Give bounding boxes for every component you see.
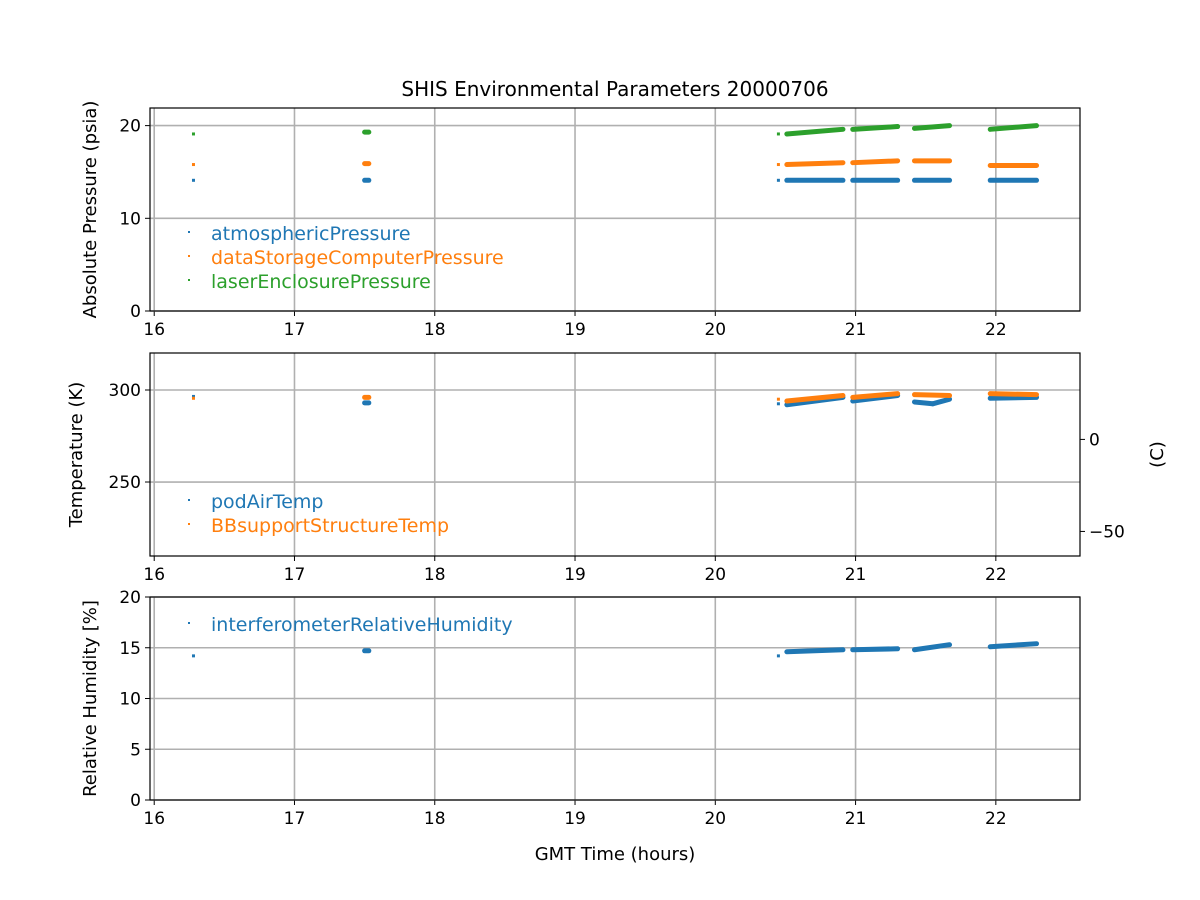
x-tick-label: 16 (143, 320, 165, 340)
data-segment-BBsupportStructureTemp (911, 392, 953, 399)
data-segment-dataStorageComputerPressure (850, 158, 901, 166)
x-tick-label: 22 (985, 320, 1007, 340)
x-tick-label: 21 (845, 809, 867, 829)
data-segment-interferometerRelativeHumidity (987, 641, 1040, 650)
legend-label-BBsupportStructureTemp: BBsupportStructureTemp (211, 515, 449, 537)
legend-marker-laserEnclosurePressure (188, 279, 190, 281)
x-tick-label: 22 (985, 565, 1007, 585)
legend-marker-podAirTemp (188, 499, 190, 501)
y2-tick-label: 0 (1089, 430, 1100, 450)
legend-label-interferometerRelativeHumidity: interferometerRelativeHumidity (211, 614, 513, 636)
y-tick-label: 10 (119, 690, 141, 710)
x-tick-label: 20 (704, 320, 726, 340)
x-tick-label: 18 (424, 565, 446, 585)
y2-tick-label: −50 (1089, 522, 1125, 542)
panel-2: 16 17 18 19 20 21 22 250 300 podAirTempBBsupportS… (66, 352, 1168, 585)
data-segment-BBsupportStructureTemp (850, 391, 901, 400)
legend-marker-dataStorageComputerPressure (188, 255, 190, 257)
y-tick-label: 5 (130, 740, 141, 760)
y-axis-label: Relative Humidity [%] (80, 600, 101, 797)
x-tick-label: 20 (704, 565, 726, 585)
x-tick-label: 22 (985, 809, 1007, 829)
data-segment-laserEnclosurePressure (850, 124, 901, 132)
data-segment-dataStorageComputerPressure (784, 160, 846, 168)
x-tick-label: 19 (564, 565, 586, 585)
legend-label-dataStorageComputerPressure: dataStorageComputerPressure (211, 247, 504, 269)
axes-frame (149, 107, 1081, 312)
panel-1: 16 17 18 19 20 21 22 0 10 20 atmosphericPressureda… (80, 101, 1081, 340)
legend-label-atmosphericPressure: atmosphericPressure (211, 223, 411, 245)
x-tick-label: 18 (424, 320, 446, 340)
axes-frame (149, 596, 1081, 801)
x-tick-label: 16 (143, 565, 165, 585)
x-axis-label: GMT Time (hours) (535, 844, 696, 865)
y-tick-label: 300 (109, 381, 141, 401)
y-tick-label: 15 (119, 639, 141, 659)
data-segment-BBsupportStructureTemp (784, 393, 846, 404)
x-tick-label: 17 (284, 320, 306, 340)
x-tick-label: 18 (424, 809, 446, 829)
y-tick-label: 20 (119, 117, 141, 137)
panel-3: 16 17 18 19 20 21 22 0 5 10 15 20 interferometerRela… (80, 588, 1081, 865)
legend-label-laserEnclosurePressure: laserEnclosurePressure (211, 271, 431, 293)
chart-title: SHIS Environmental Parameters 20000706 (401, 77, 828, 101)
data-segment-podAirTemp (911, 399, 936, 407)
x-tick-label: 21 (845, 565, 867, 585)
data-segment-podAirTemp (987, 394, 1040, 401)
data-segment-laserEnclosurePressure (911, 123, 953, 131)
x-tick-label: 19 (564, 320, 586, 340)
data-segment-interferometerRelativeHumidity (911, 642, 953, 653)
y-tick-label: 0 (130, 302, 141, 322)
legend-marker-atmosphericPressure (188, 231, 190, 233)
x-tick-label: 20 (704, 809, 726, 829)
x-tick-label: 17 (284, 809, 306, 829)
y-tick-label: 10 (119, 209, 141, 229)
data-segment-interferometerRelativeHumidity (850, 646, 901, 653)
x-tick-label: 16 (143, 809, 165, 829)
data-segment-BBsupportStructureTemp (987, 391, 1040, 398)
data-segment-laserEnclosurePressure (987, 123, 1040, 132)
x-tick-label: 19 (564, 809, 586, 829)
y-tick-label: 20 (119, 588, 141, 608)
x-tick-label: 21 (845, 320, 867, 340)
y2-axis-label: (C) (1147, 441, 1168, 468)
legend-label-podAirTemp: podAirTemp (211, 491, 323, 513)
y-axis-label: Absolute Pressure (psia) (80, 101, 101, 319)
y-tick-label: 250 (109, 473, 141, 493)
axes-frame (149, 352, 1081, 557)
x-tick-label: 17 (284, 565, 306, 585)
data-segment-laserEnclosurePressure (784, 126, 846, 137)
data-segment-podAirTemp (930, 396, 953, 407)
y-tick-label: 0 (130, 791, 141, 811)
y-axis-label: Temperature (K) (66, 382, 87, 529)
legend-marker-BBsupportStructureTemp (188, 523, 190, 525)
data-segment-interferometerRelativeHumidity (784, 647, 846, 655)
legend-marker-interferometerRelativeHumidity (188, 622, 190, 624)
